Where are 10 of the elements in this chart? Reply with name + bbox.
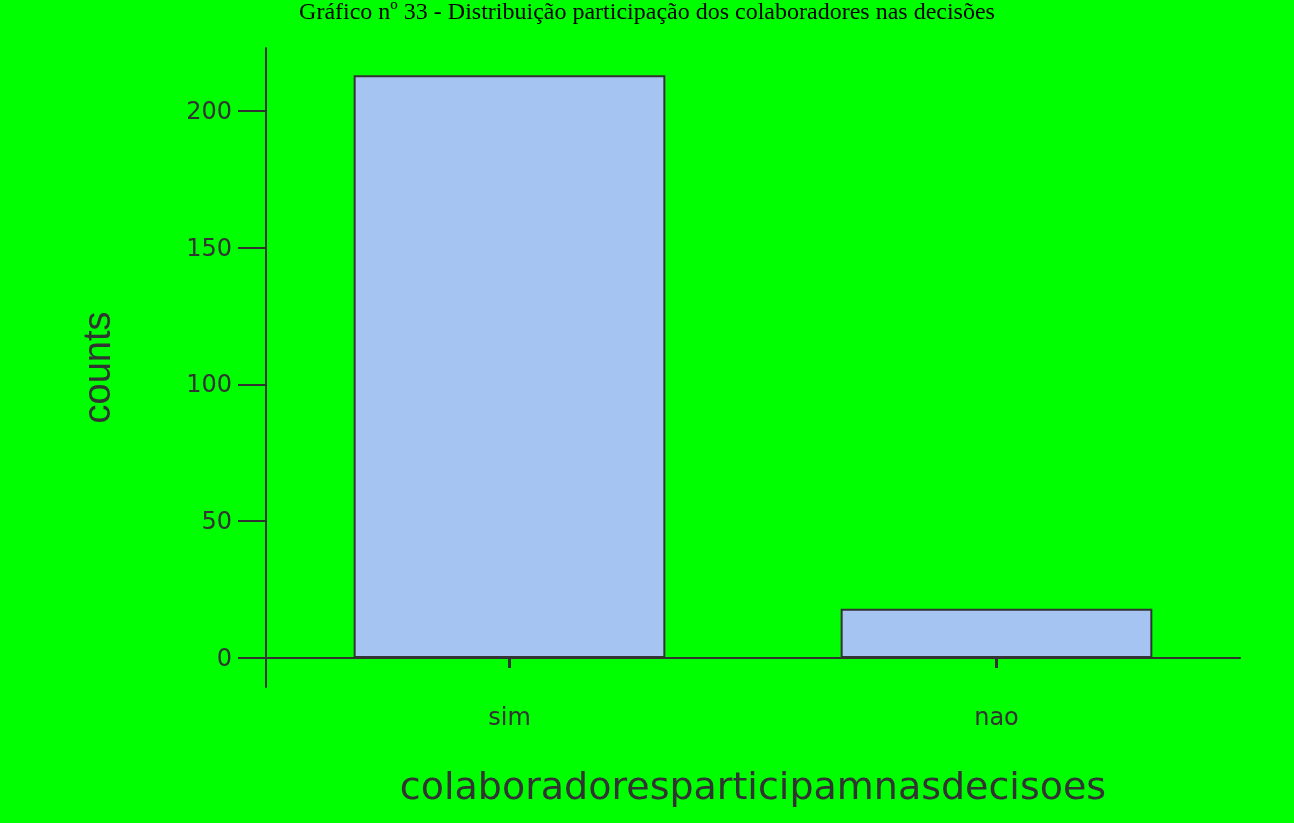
y-tick-label: 150 bbox=[186, 233, 232, 262]
y-tick-label: 200 bbox=[186, 96, 232, 125]
y-tick-label: 0 bbox=[216, 644, 232, 672]
x-axis-title: colaboradoresparticipamnasdecisoes bbox=[399, 764, 1107, 808]
x-tick-label: nao bbox=[974, 703, 1019, 731]
x-tick-label: sim bbox=[488, 703, 531, 731]
y-tick-label: 100 bbox=[186, 370, 232, 399]
y-tick-label: 50 bbox=[201, 507, 232, 536]
y-axis-title: counts bbox=[76, 311, 118, 424]
chart-title: Gráfico nº 33 - Distribuição participação dos colaboradores nas decisões bbox=[299, 0, 995, 24]
